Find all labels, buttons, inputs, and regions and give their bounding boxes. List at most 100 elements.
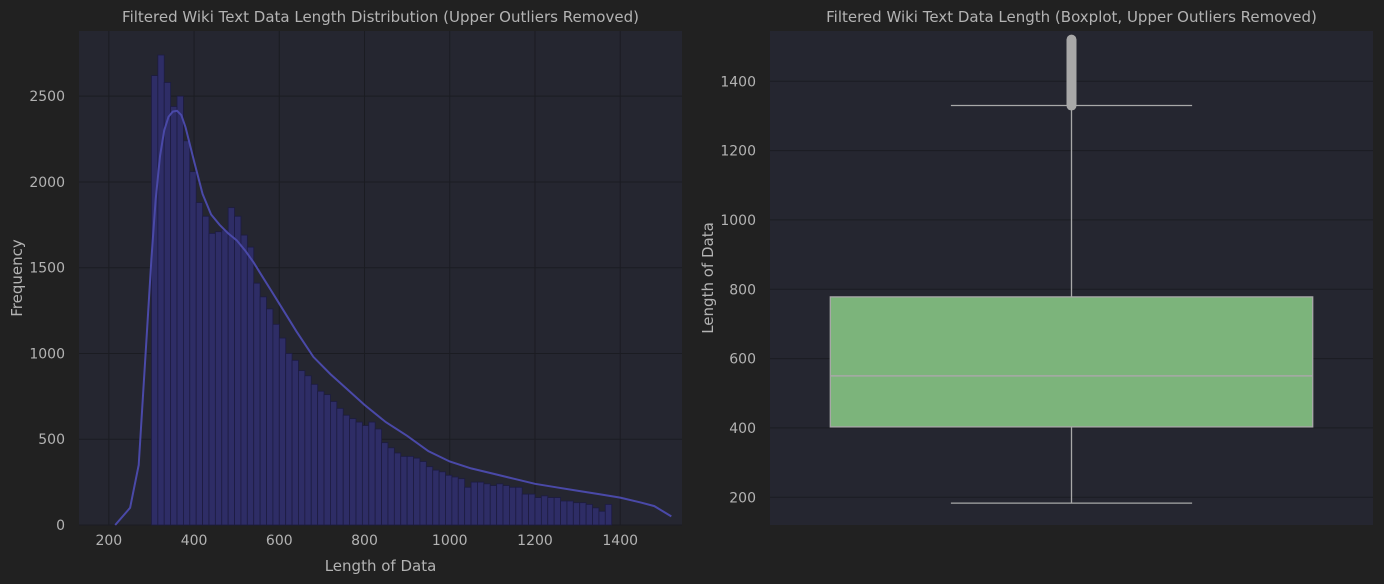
histogram-bar [419, 461, 427, 526]
histogram-y-axis-label: Frequency [8, 239, 26, 317]
histogram-bars [151, 54, 613, 526]
histogram-bar [361, 425, 370, 526]
histogram-bar [349, 418, 357, 526]
boxplot-y-tick-label: 400 [729, 421, 756, 437]
histogram-bar [189, 171, 197, 526]
histogram-bar [381, 442, 389, 526]
boxplot-chart: 200 400 600 800 1000 1200 1400 Filtered Wiki T… [699, 8, 1373, 525]
histogram-x-tick-label: 400 [181, 533, 208, 549]
histogram-bar [355, 421, 363, 526]
histogram-bar [413, 457, 421, 526]
histogram-bar [553, 497, 561, 526]
histogram-bar [285, 353, 293, 526]
histogram-x-tick-label: 600 [266, 533, 293, 549]
histogram-bar [323, 394, 331, 526]
boxplot-y-axis-label: Length of Data [699, 222, 717, 334]
histogram-bar [393, 452, 402, 526]
histogram-bar [445, 474, 453, 526]
histogram-x-tick-labels: 200 400 600 800 1000 1200 1400 [95, 533, 638, 549]
boxplot [829, 34, 1314, 504]
histogram-bar [438, 471, 446, 526]
histogram-bar [489, 485, 498, 526]
histogram-bar [528, 493, 536, 526]
histogram-bar [342, 414, 351, 526]
histogram-x-tick-label: 1400 [602, 533, 638, 549]
histogram-bar [157, 54, 165, 526]
histogram-bar [246, 246, 255, 526]
histogram-bar [604, 504, 613, 526]
histogram-title: Filtered Wiki Text Data Length Distribut… [122, 8, 639, 26]
histogram-bar [368, 421, 376, 526]
histogram-bar [221, 229, 229, 526]
histogram-bar [572, 502, 581, 526]
histogram-bar [317, 390, 325, 526]
boxplot-y-tick-label: 1400 [720, 74, 756, 90]
histogram-bar [483, 483, 491, 526]
histogram-bar [183, 140, 191, 526]
histogram-bar [163, 82, 172, 526]
histogram-bar [425, 466, 434, 526]
histogram-y-tick-label: 500 [38, 432, 65, 448]
histogram-x-tick-label: 200 [95, 533, 122, 549]
histogram-x-tick-label: 1000 [432, 533, 468, 549]
histogram-bar [253, 282, 261, 526]
boxplot-y-tick-label: 1000 [720, 213, 756, 229]
histogram-y-tick-labels: 0 500 1000 1500 2000 2500 [29, 89, 65, 534]
interquartile-box [829, 296, 1314, 428]
histogram-bar [374, 428, 382, 526]
histogram-bar [208, 233, 216, 526]
histogram-bar [304, 375, 312, 526]
histogram-y-tick-label: 1500 [29, 261, 65, 277]
histogram-bar [406, 455, 414, 526]
histogram-bar [234, 215, 242, 526]
histogram-bar [310, 383, 319, 526]
histogram-y-tick-label: 2000 [29, 175, 65, 191]
histogram-bar [457, 478, 466, 526]
histogram-bar [432, 469, 440, 526]
histogram-bar [566, 500, 574, 526]
histogram-bar [534, 497, 542, 526]
histogram-bar [195, 202, 203, 526]
histogram-x-tick-label: 1200 [517, 533, 553, 549]
boxplot-y-tick-label: 800 [729, 282, 756, 298]
histogram-bar [291, 359, 299, 526]
histogram-bar [240, 234, 248, 526]
histogram-bar [202, 215, 210, 526]
histogram-bar [278, 337, 287, 526]
histogram-y-tick-label: 1000 [29, 346, 65, 362]
histogram-bar [272, 323, 280, 526]
histogram-bar [540, 495, 549, 526]
histogram-bar [214, 231, 223, 526]
histogram-bar [585, 504, 593, 526]
histogram-bar [592, 507, 600, 526]
boxplot-y-tick-label: 1200 [720, 144, 756, 160]
histogram-bar [266, 308, 274, 526]
histogram-x-axis-label: Length of Data [325, 557, 437, 575]
histogram-bar [560, 500, 568, 526]
histogram-bar [598, 510, 606, 526]
histogram-bar [496, 483, 504, 526]
kde-curve [114, 109, 672, 526]
histogram-bar [477, 481, 485, 526]
histogram-y-tick-label: 2500 [29, 89, 65, 105]
histogram-bar [579, 502, 587, 526]
histogram-bar [336, 407, 344, 526]
histogram-bar [470, 481, 478, 526]
histogram-bar [176, 95, 184, 526]
boxplot-title: Filtered Wiki Text Data Length (Boxplot,… [826, 8, 1317, 26]
boxplot-y-tick-label: 600 [729, 352, 756, 368]
histogram-bar [151, 75, 159, 526]
histogram-bar [387, 447, 395, 526]
histogram-bar [547, 497, 555, 526]
histogram-bar [521, 493, 529, 526]
histogram-bar [502, 485, 510, 526]
histogram-x-tick-label: 800 [351, 533, 378, 549]
histogram-bar [227, 207, 235, 526]
histogram-bar [259, 296, 267, 526]
histogram-bar [330, 401, 338, 526]
histogram-bar [400, 455, 408, 526]
histogram-bar [515, 486, 523, 526]
histogram-chart: 200 400 600 800 1000 1200 1400 0 500 1000 1500 200… [8, 8, 682, 575]
histogram-y-tick-label: 0 [56, 518, 65, 534]
